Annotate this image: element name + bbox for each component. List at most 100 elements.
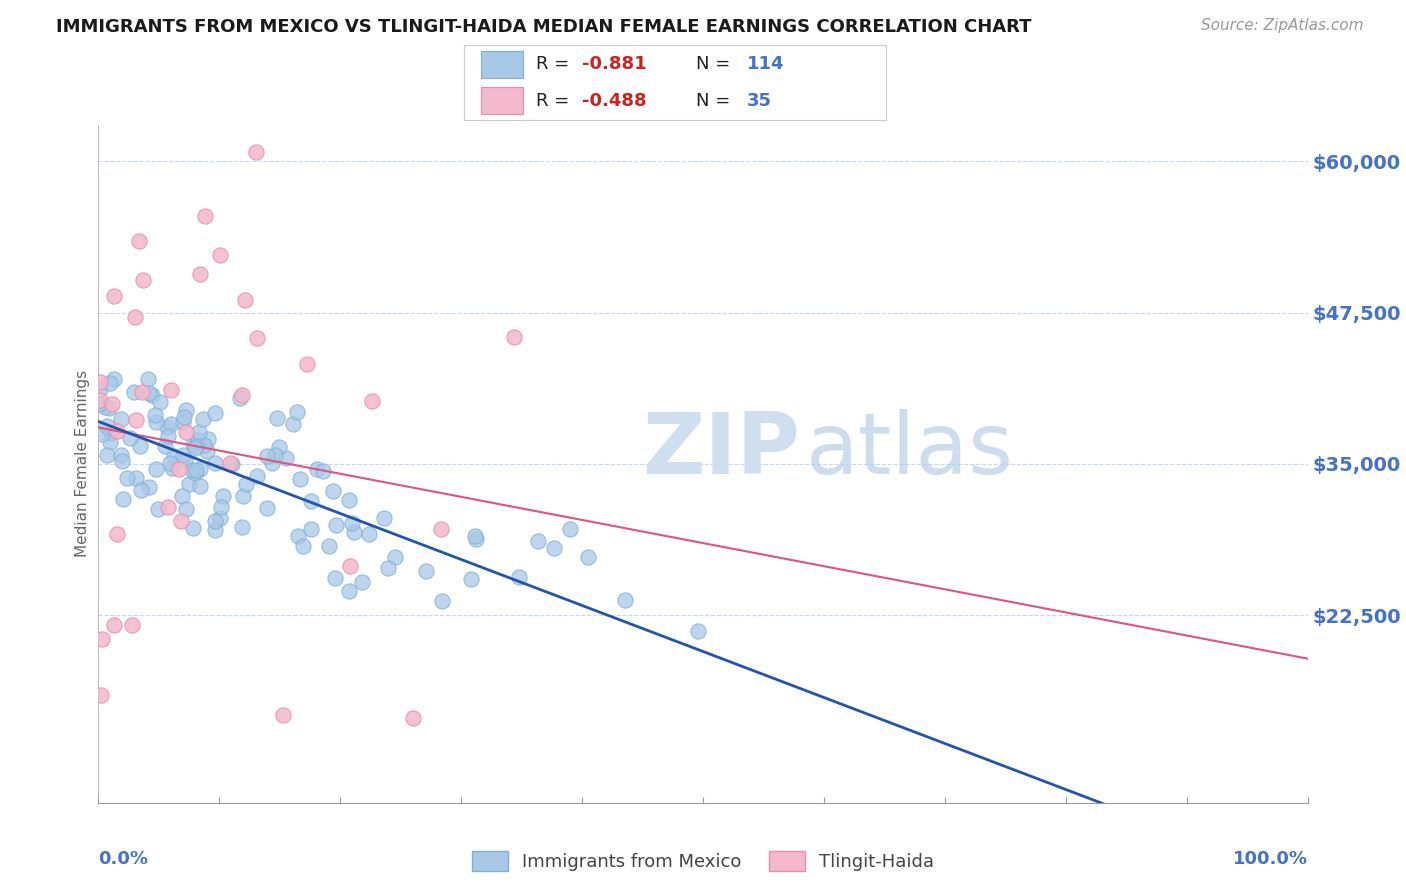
Point (89, 382, 111, 396)
Point (138, 480, 160, 494)
Point (145, 415, 167, 429)
Point (235, 477, 257, 491)
Point (159, 384, 181, 398)
Point (195, 444, 218, 458)
Point (121, 618, 143, 632)
Point (688, 624, 710, 639)
Point (274, 451, 297, 466)
Point (262, 457, 284, 471)
Point (184, 442, 207, 456)
Point (373, 510, 395, 524)
Point (193, 438, 215, 452)
Point (281, 417, 304, 431)
Point (377, 561, 399, 575)
Point (159, 456, 181, 470)
Point (503, 330, 526, 344)
Point (460, 572, 482, 586)
Point (94, 401, 117, 415)
Text: atlas: atlas (806, 409, 1014, 491)
Point (149, 395, 172, 409)
Text: N =: N = (696, 55, 730, 73)
Text: -0.881: -0.881 (582, 55, 647, 73)
Point (267, 440, 290, 454)
Point (156, 429, 179, 443)
Point (156, 420, 179, 434)
Point (322, 483, 344, 498)
Point (384, 549, 406, 564)
Text: ZIP: ZIP (643, 409, 800, 491)
Point (156, 500, 179, 514)
Point (163, 449, 186, 463)
Text: IMMIGRANTS FROM MEXICO VS TLINGIT-HAIDA MEDIAN FEMALE EARNINGS CORRELATION CHART: IMMIGRANTS FROM MEXICO VS TLINGIT-HAIDA … (56, 18, 1032, 36)
Text: R =: R = (536, 55, 569, 73)
Point (339, 559, 361, 574)
Point (128, 235, 150, 249)
Point (124, 310, 146, 325)
Point (266, 410, 288, 425)
Point (187, 433, 209, 447)
Point (271, 707, 294, 722)
Point (527, 533, 550, 548)
Point (245, 468, 267, 483)
Point (103, 617, 125, 632)
Point (292, 540, 315, 554)
Point (184, 467, 207, 481)
Point (290, 472, 312, 486)
Text: Source: ZipAtlas.com: Source: ZipAtlas.com (1201, 18, 1364, 33)
Point (256, 500, 278, 515)
Point (129, 483, 152, 497)
Point (264, 448, 287, 462)
Point (357, 526, 380, 541)
Legend: Immigrants from Mexico, Tlingit-Haida: Immigrants from Mexico, Tlingit-Haida (464, 844, 942, 879)
Point (172, 489, 194, 503)
Point (181, 520, 204, 534)
Point (190, 462, 212, 476)
Point (173, 452, 195, 467)
Point (285, 405, 308, 419)
Point (173, 410, 195, 425)
Y-axis label: Median Female Earnings: Median Female Earnings (75, 370, 90, 558)
Point (100, 426, 122, 441)
Point (576, 550, 599, 565)
Point (98, 401, 121, 415)
Point (208, 511, 231, 525)
Point (96, 448, 118, 462)
Point (124, 413, 146, 427)
Point (115, 471, 138, 485)
Point (430, 593, 453, 607)
Point (101, 397, 124, 411)
Point (233, 293, 256, 307)
Point (231, 520, 253, 534)
Point (464, 529, 486, 543)
Point (204, 406, 226, 420)
Point (105, 424, 128, 438)
Point (295, 357, 318, 371)
Point (91, 632, 114, 646)
Point (318, 539, 340, 553)
Point (232, 489, 254, 503)
Point (231, 388, 253, 402)
Point (174, 403, 197, 417)
Point (118, 431, 141, 445)
Point (256, 449, 278, 463)
Text: 100.0%: 100.0% (1233, 850, 1308, 868)
Point (141, 388, 163, 402)
Point (90, 688, 112, 702)
Point (107, 527, 129, 541)
Point (146, 502, 169, 516)
Point (188, 479, 211, 493)
Text: N =: N = (696, 92, 730, 110)
Point (360, 393, 382, 408)
Point (187, 425, 209, 439)
Point (325, 518, 347, 533)
Point (245, 145, 267, 160)
Point (209, 500, 232, 514)
Point (197, 432, 219, 446)
Point (194, 209, 217, 223)
Point (323, 572, 346, 586)
Point (98, 376, 121, 391)
Point (179, 476, 201, 491)
Point (221, 457, 243, 471)
Point (191, 411, 214, 425)
Point (143, 409, 166, 423)
